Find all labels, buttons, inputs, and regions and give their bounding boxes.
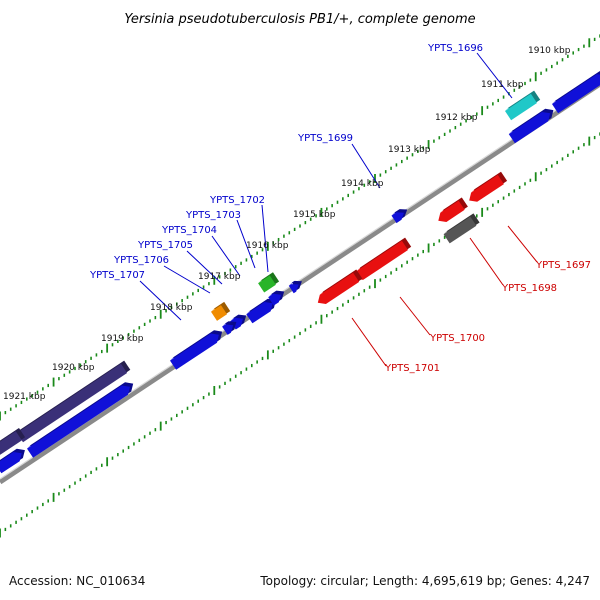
forward-gene-labels: YPTS_1696 YPTS_1699 YPTS_1702 YPTS_1703 … bbox=[89, 43, 483, 281]
cds-ypts-1698 bbox=[443, 213, 480, 244]
cds-ypts-1707 bbox=[211, 301, 231, 321]
gene-label-ypts-1702[interactable]: YPTS_1702 bbox=[209, 195, 265, 206]
ruler-label-1918: 1918 kbp bbox=[150, 303, 193, 313]
cds-ypts-1699 bbox=[391, 209, 408, 224]
cds-ypts-1697b bbox=[438, 197, 468, 222]
leader-ypts-1704 bbox=[211, 235, 241, 277]
leader-ypts-1699 bbox=[351, 143, 381, 189]
cds-ypts-1710-face bbox=[27, 385, 130, 458]
ruler-label-1916: 1916 kbp bbox=[246, 241, 289, 251]
leader-ypts-1700 bbox=[399, 296, 431, 336]
ruler-label-1911: 1911 kbp bbox=[481, 80, 524, 90]
cds-ypts-1711 bbox=[0, 428, 26, 455]
ruler-label-1917: 1917 kbp bbox=[198, 272, 241, 282]
gene-label-ypts-1699[interactable]: YPTS_1699 bbox=[297, 133, 353, 144]
cds-ypts-1708-face bbox=[170, 333, 219, 370]
cds-ypts-1704-face bbox=[268, 293, 281, 306]
cds-ypts-1702 bbox=[258, 272, 280, 293]
gene-label-ypts-1696[interactable]: YPTS_1696 bbox=[427, 43, 483, 54]
leader-ypts-1702 bbox=[261, 204, 269, 273]
cds-ypts-1706 bbox=[222, 321, 237, 335]
gene-label-ypts-1697[interactable]: YPTS_1697 bbox=[535, 260, 591, 271]
cds-ypts-1697b-face bbox=[438, 200, 465, 222]
leader-ypts-1705 bbox=[186, 250, 223, 285]
ruler-label-1914: 1914 kbp bbox=[341, 179, 384, 189]
cds-ypts-1708 bbox=[170, 330, 223, 370]
ruler-label-1920: 1920 kbp bbox=[52, 363, 95, 373]
gene-label-ypts-1704[interactable]: YPTS_1704 bbox=[161, 225, 217, 236]
leader-ypts-1706 bbox=[163, 265, 211, 294]
cds-ypts-1695-blue bbox=[552, 70, 600, 114]
leader-ypts-1697 bbox=[507, 225, 538, 263]
gene-label-ypts-1705[interactable]: YPTS_1705 bbox=[137, 240, 193, 251]
cds-ypts-1704 bbox=[268, 290, 285, 306]
leader-ypts-1698 bbox=[469, 237, 504, 286]
cds-ypts-1698-face bbox=[443, 216, 477, 244]
ruler-label-1915: 1915 kbp bbox=[293, 210, 336, 220]
cds-ypts-1697 bbox=[469, 171, 508, 202]
gene-label-ypts-1703[interactable]: YPTS_1703 bbox=[185, 210, 241, 221]
cds-ypts-1700-face bbox=[355, 240, 408, 280]
leader-ypts-1696 bbox=[476, 52, 513, 99]
cds-ypts-1707-face bbox=[211, 305, 227, 321]
leader-ypts-1701 bbox=[351, 317, 387, 367]
cds-ypts-1702b-face bbox=[288, 284, 299, 294]
gene-label-ypts-1700[interactable]: YPTS_1700 bbox=[429, 333, 485, 344]
reverse-gene-labels: YPTS_1697 YPTS_1698 YPTS_1700 YPTS_1701 bbox=[384, 260, 591, 374]
cds-ypts-1703 bbox=[246, 298, 276, 324]
genome-stats-text: Topology: circular; Length: 4,695,619 bp… bbox=[260, 574, 590, 588]
cds-ypts-1702-face bbox=[258, 275, 276, 293]
cds-ypts-1711-face bbox=[0, 431, 22, 455]
ruler-label-1912: 1912 kbp bbox=[435, 113, 478, 123]
cds-ypts-1695b-blue-face bbox=[508, 112, 551, 144]
cds-ypts-1696-face bbox=[505, 93, 537, 121]
ruler-label-1910: 1910 kbp bbox=[528, 46, 571, 56]
accession-text: Accession: NC_010634 bbox=[9, 574, 146, 588]
cds-ypts-1705 bbox=[230, 314, 247, 330]
cds-ypts-1695-blue-face bbox=[552, 74, 600, 114]
ruler-labels: 1910 kbp 1911 kbp 1912 kbp 1913 kbp 1914… bbox=[3, 46, 571, 402]
ruler-label-1921: 1921 kbp bbox=[3, 392, 46, 402]
cds-ypts-1695b-blue bbox=[508, 108, 554, 144]
map-title: Yersinia pseudotuberculosis PB1/+, compl… bbox=[124, 12, 475, 27]
leader-ypts-1707 bbox=[139, 280, 182, 321]
gene-label-ypts-1698[interactable]: YPTS_1698 bbox=[501, 283, 557, 294]
label-leader-lines bbox=[139, 52, 538, 367]
gene-label-ypts-1701[interactable]: YPTS_1701 bbox=[384, 363, 440, 374]
cds-ypts-1697-face bbox=[469, 174, 504, 202]
gene-features bbox=[0, 70, 600, 474]
ruler-label-1913: 1913 kbp bbox=[388, 145, 431, 155]
gene-label-ypts-1707[interactable]: YPTS_1707 bbox=[89, 270, 145, 281]
cds-ypts-1696 bbox=[505, 90, 541, 121]
cds-ypts-1709-face bbox=[16, 363, 128, 443]
cds-ypts-1706-face bbox=[222, 324, 234, 335]
cds-ypts-1701 bbox=[317, 269, 363, 304]
cds-ypts-1712 bbox=[0, 448, 25, 474]
cds-ypts-1699-face bbox=[391, 212, 404, 224]
gene-label-ypts-1706[interactable]: YPTS_1706 bbox=[113, 255, 169, 266]
cds-ypts-1709 bbox=[16, 360, 131, 443]
leader-ypts-1703 bbox=[236, 219, 256, 269]
cds-ypts-1700 bbox=[355, 237, 412, 280]
cds-ypts-1705-face bbox=[230, 317, 243, 330]
cds-ypts-1703-face bbox=[246, 302, 273, 324]
cds-ypts-1701-face bbox=[317, 272, 360, 304]
cds-ypts-1712-face bbox=[0, 452, 22, 474]
cds-ypts-1702b bbox=[288, 280, 302, 294]
ruler-label-1919: 1919 kbp bbox=[101, 334, 144, 344]
cds-ypts-1710 bbox=[27, 382, 134, 458]
